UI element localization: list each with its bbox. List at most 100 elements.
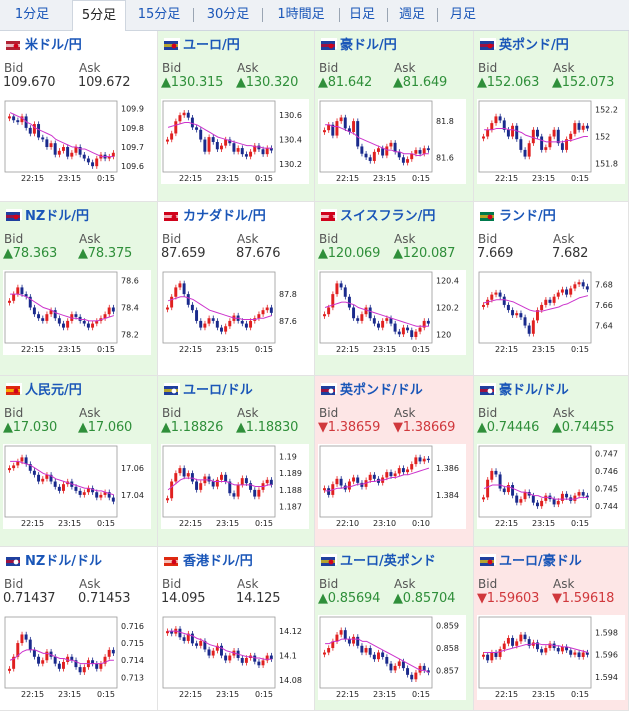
rate-card[interactable]: 香港ドル/円 Bid Ask 14.095 14.125 14.12 14.1 14.08 22… [158,547,315,711]
rate-card[interactable]: 米ドル/円 Bid Ask 109.670 109.672 109.9 109.8 109.7… [0,31,158,202]
x-tick-label: 23:15 [216,519,239,528]
candlestick-chart[interactable]: 152.2 152 151.8 22:15 23:15 0:15 [477,99,625,184]
candlestick-chart[interactable]: 78.6 78.4 78.2 22:15 23:15 0:15 [3,270,151,355]
candle [552,499,556,505]
candlestick-chart[interactable]: 120.4 120.2 120 22:15 23:15 0:15 [318,270,466,355]
pair-title[interactable]: ユーロ/英ポンド [321,553,436,571]
pair-title[interactable]: ユーロ/ドル [164,382,253,400]
pair-title[interactable]: 英ポンド/円 [480,37,569,55]
candle [406,327,410,331]
pair-title[interactable]: NZドル/ドル [6,553,102,571]
candle [261,660,265,666]
pair-name: スイスフラン/円 [340,209,436,224]
candlestick-chart[interactable]: 81.8 81.6 22:15 23:15 0:15 [318,99,466,184]
rate-card[interactable]: NZドル/円 Bid Ask ▲78.363 ▲78.375 78.6 78.4 78.2 22… [0,202,158,376]
candlestick-chart[interactable]: 1.598 1.596 1.594 22:15 23:15 0:15 [477,615,625,700]
candle [207,137,211,152]
candle [41,478,45,482]
tab-0[interactable]: 1分足 [14,7,50,22]
candle [74,486,78,491]
candlestick-chart[interactable]: 0.859 0.858 0.857 22:15 23:15 0:15 [318,615,466,700]
pair-title[interactable]: 人民元/円 [6,382,82,400]
rate-card[interactable]: NZドル/ドル Bid Ask 0.71437 0.71453 0.716 0.715 0.7… [0,547,158,711]
bid-label: Bid [4,577,24,591]
rate-card[interactable]: 英ポンド/ドル Bid Ask ▼1.38659 ▼1.38669 1.386 1.384 2… [315,376,474,547]
rate-card[interactable]: 英ポンド/円 Bid Ask ▲152.063 ▲152.073 152.2 152 151.… [474,31,629,202]
tab-5[interactable]: 日足 [348,7,375,22]
candlestick-chart[interactable]: 1.19 1.189 1.188 1.187 22:15 23:15 0:15 [161,444,309,529]
rate-card[interactable]: ランド/円 Bid Ask 7.669 7.682 7.68 7.66 7.64 22:15 23… [474,202,629,376]
candlestick-chart[interactable]: 7.68 7.66 7.64 22:15 23:15 0:15 [477,270,625,355]
rate-card[interactable]: 豪ドル/ドル Bid Ask ▲0.74446 ▲0.74455 0.747 0.746 0.… [474,376,629,547]
x-tick-label: 0:15 [571,174,589,183]
candle [552,296,556,303]
candle [498,292,502,297]
moving-average-line [325,124,429,157]
x-tick-label: 23:15 [58,690,81,699]
rate-card[interactable]: ユーロ/ドル Bid Ask ▲1.18826 ▲1.18830 1.19 1.189 1.1… [158,376,315,547]
candle [393,142,397,152]
rate-card[interactable]: ユーロ/英ポンド Bid Ask ▲0.85694 ▲0.85704 0.859 0.858… [315,547,474,711]
chart-svg: 14.12 14.1 14.08 22:15 23:15 0:15 [162,616,302,699]
x-tick-label: 0:15 [412,345,430,354]
pair-title[interactable]: 香港ドル/円 [164,553,253,571]
pair-title[interactable]: ユーロ/円 [164,37,240,55]
chart-svg: 130.6 130.4 130.2 22:15 23:15 0:15 [162,100,302,183]
candlestick-chart[interactable]: 1.386 1.384 22:10 23:10 0:10 [318,444,466,529]
pair-title[interactable]: 米ドル/円 [6,37,82,55]
candle [490,294,494,300]
tab-1[interactable]: 5分足 [72,0,126,31]
candle [377,652,380,660]
x-tick-label: 0:15 [255,519,273,528]
candle [170,296,174,308]
pair-name: 英ポンド/ドル [340,383,423,398]
candlestick-chart[interactable]: 0.716 0.715 0.714 0.713 22:15 23:15 0:15 [3,615,151,700]
plot-frame [4,445,118,518]
pair-title[interactable]: NZドル/円 [6,208,89,226]
rate-chart-grid: 米ドル/円 Bid Ask 109.670 109.672 109.9 109.8 109.7… [0,31,629,711]
pair-title[interactable]: ユーロ/豪ドル [480,553,582,571]
rate-card[interactable]: カナダドル/円 Bid Ask 87.659 87.676 87.8 87.6 22:15 23… [158,202,315,376]
candle [502,643,506,650]
tab-2[interactable]: 15分足 [137,7,181,22]
candle [24,294,28,297]
pair-title[interactable]: カナダドル/円 [164,208,266,226]
candle [53,481,57,487]
candle [389,142,393,147]
candle [339,478,343,486]
candle [523,634,527,640]
candle [565,646,569,651]
pair-name: 豪ドル/ドル [499,383,569,398]
x-tick-label: 0:15 [571,519,589,528]
candle [220,145,223,150]
candle [62,661,65,669]
candlestick-chart[interactable]: 17.06 17.04 22:15 23:15 0:15 [3,444,151,529]
bid-value: ▲1.18826 [161,420,224,435]
rate-card[interactable]: ユーロ/豪ドル Bid Ask ▼1.59603 ▼1.59618 1.598 1.596 1… [474,547,629,711]
x-tick-label: 22:15 [336,174,359,183]
rate-card[interactable]: 人民元/円 Bid Ask ▲17.030 ▲17.060 17.06 17.04 22:15… [0,376,158,547]
candlestick-chart[interactable]: 109.9 109.8 109.7 109.6 22:15 23:15 0:15 [3,99,151,184]
tab-4[interactable]: 1時間足 [277,7,325,22]
rate-card[interactable]: 豪ドル/円 Bid Ask ▲81.642 ▲81.649 81.8 81.6 22:15 23… [315,31,474,202]
y-tick-label: 87.6 [279,317,297,326]
pair-title[interactable]: 豪ドル/ドル [480,382,569,400]
rate-card[interactable]: スイスフラン/円 Bid Ask ▲120.069 ▲120.087 120.4 120.2… [315,202,474,376]
tab-6[interactable]: 週足 [398,7,425,22]
tab-7[interactable]: 月足 [449,7,476,22]
candlestick-chart[interactable]: 130.6 130.4 130.2 22:15 23:15 0:15 [161,99,309,184]
pair-title[interactable]: 英ポンド/ドル [321,382,423,400]
pair-title[interactable]: ランド/円 [480,208,556,226]
candle [565,493,569,498]
tab-3[interactable]: 30分足 [206,7,250,22]
pair-title[interactable]: 豪ドル/円 [321,37,397,55]
candle [190,633,194,644]
candlestick-chart[interactable]: 0.747 0.746 0.745 0.744 22:15 23:15 0:15 [477,444,625,529]
rate-card[interactable]: ユーロ/円 Bid Ask ▲130.315 ▲130.320 130.6 130.4 130… [158,31,315,202]
candle [389,663,393,671]
candlestick-chart[interactable]: 14.12 14.1 14.08 22:15 23:15 0:15 [161,615,309,700]
candle [66,147,70,157]
candle [37,314,41,319]
pair-title[interactable]: スイスフラン/円 [321,208,435,226]
candlestick-chart[interactable]: 87.8 87.6 22:15 23:15 0:15 [161,270,309,355]
